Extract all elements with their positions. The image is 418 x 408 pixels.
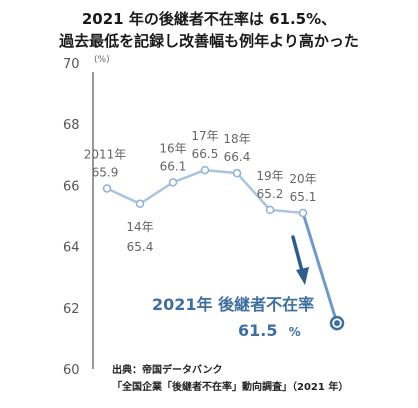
data-point	[232, 168, 242, 178]
data-point	[265, 205, 275, 215]
source-line-2: 「全国企業「後継者不在率」動向調査」（2021 年）	[112, 382, 349, 393]
chart-title-line-2: 過去最低を記録し改善幅も例年より高かった	[59, 32, 359, 50]
point-year-label: 19年	[256, 169, 283, 183]
point-value-label: 66.5	[192, 147, 219, 161]
data-points	[102, 165, 345, 331]
data-point	[102, 184, 112, 193]
y-tick-label: 62	[63, 302, 80, 317]
source-note: 出典：帝国データバンク 「全国企業「後継者不在率」動向調査」（2021 年）	[112, 362, 348, 396]
y-tick-label: 66	[63, 179, 80, 194]
trend-arrow-shaft	[291, 235, 304, 273]
point-year-label: 16年	[159, 141, 186, 155]
data-point	[168, 178, 178, 187]
highlight-label: 2021年 後継者不在率	[152, 295, 314, 314]
data-point	[135, 199, 145, 209]
y-tick-label: 70	[63, 57, 80, 72]
y-tick-label: 60	[63, 363, 80, 378]
highlight-value: 61.5	[238, 321, 277, 340]
y-tick-label: 68	[63, 118, 80, 133]
source-line-1: 出典：帝国データバンク	[112, 365, 223, 376]
point-year-label: 20年	[289, 172, 316, 186]
point-value-label: 66.1	[160, 159, 187, 173]
y-tick-label: 64	[63, 241, 80, 256]
y-axis-unit: (%)	[94, 55, 110, 65]
trend-arrow-head	[296, 267, 309, 285]
chart-title-line-1: 2021 年の後継者不在率は 61.5%、	[81, 10, 337, 28]
data-point-final-core	[334, 320, 340, 327]
point-labels: 2011年 65.9 14年 65.4 16年 66.1 17年 66.5 18年 66.4 19年…	[84, 129, 317, 254]
point-value-label: 66.4	[224, 150, 251, 164]
point-value-label: 65.1	[290, 190, 317, 204]
highlight-value-line: 61.5 %	[238, 321, 301, 340]
point-year-label: 2011年	[84, 147, 127, 161]
highlight-annotation: 2021年 後継者不在率 61.5 %	[152, 295, 314, 340]
y-axis: 60 62 64 66 68 70 (%)	[63, 55, 110, 378]
data-point	[200, 165, 210, 175]
point-value-label: 65.9	[92, 165, 119, 179]
point-year-label: 14年	[126, 220, 153, 234]
point-value-label: 65.4	[127, 240, 154, 254]
highlight-unit: %	[289, 325, 301, 339]
point-year-label: 18年	[223, 132, 250, 146]
data-point	[298, 208, 308, 218]
point-year-label: 17年	[191, 129, 218, 143]
chart-title: 2021 年の後継者不在率は 61.5%、 過去最低を記録し改善幅も例年より高か…	[0, 8, 418, 52]
point-value-label: 65.2	[257, 187, 284, 201]
series-line-final-segment	[301, 212, 339, 324]
trend-arrow	[291, 235, 309, 285]
